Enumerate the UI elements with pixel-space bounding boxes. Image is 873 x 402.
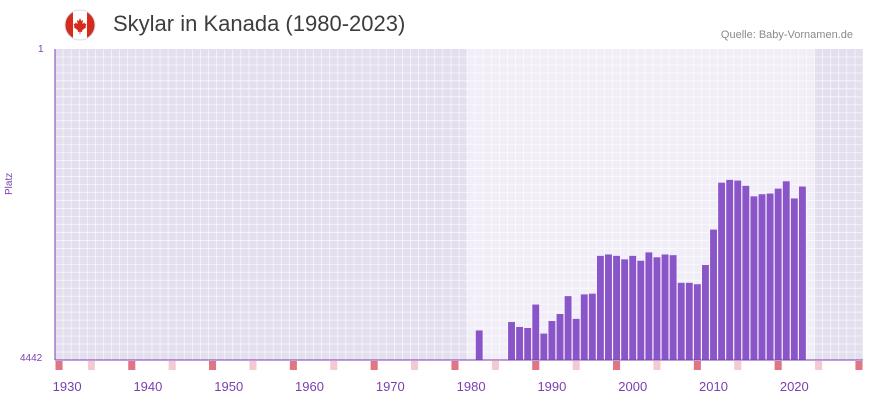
year-marker-2028: [855, 361, 863, 370]
chart-title: Skylar in Kanada (1980-2023): [113, 11, 406, 36]
y-tick-top: 1: [38, 44, 44, 55]
y-tick-bottom: 4442: [20, 353, 43, 364]
year-marker-2008: [693, 361, 701, 370]
year-marker-1978: [451, 361, 459, 370]
bar-1997: [605, 254, 612, 360]
bar-1986: [516, 326, 524, 360]
bar-2004: [661, 254, 669, 360]
year-marker-1998: [613, 361, 621, 370]
bar-2017: [766, 193, 774, 360]
year-marker-1973: [411, 361, 419, 370]
bar-1992: [564, 296, 572, 360]
x-tick-label-1990: 1990: [537, 379, 566, 394]
bar-2010: [710, 229, 717, 360]
source-label: Quelle: Baby-Vornamen.de: [720, 29, 853, 41]
bar-2015: [750, 196, 758, 360]
year-marker-1963: [330, 361, 338, 370]
year-marker-1948: [209, 361, 217, 370]
bar-2009: [702, 264, 709, 360]
bar-2019: [782, 181, 790, 360]
year-marker-1933: [87, 361, 95, 370]
x-tick-label-1980: 1980: [457, 379, 486, 394]
bar-1981: [475, 330, 483, 360]
bar-1990: [548, 320, 556, 360]
year-marker-1983: [491, 361, 499, 370]
year-marker-2023: [815, 361, 823, 370]
bar-2018: [774, 188, 782, 360]
bar-2006: [677, 282, 685, 360]
x-tick-label-1930: 1930: [53, 379, 82, 394]
bar-1994: [580, 294, 588, 360]
bar-1996: [596, 255, 604, 360]
bar-1987: [524, 327, 532, 360]
bar-2008: [693, 284, 701, 360]
bar-1993: [572, 318, 580, 360]
year-marker-1968: [370, 361, 378, 370]
year-marker-1988: [532, 361, 540, 370]
year-marker-1929: [55, 361, 63, 370]
bar-2000: [629, 255, 637, 360]
bar-1989: [540, 333, 548, 360]
x-tick-label-2020: 2020: [780, 379, 809, 394]
year-marker-2018: [774, 361, 782, 370]
bar-2007: [685, 282, 693, 360]
bar-2005: [669, 255, 677, 360]
x-tick-label-1960: 1960: [295, 379, 324, 394]
x-tick-label-1950: 1950: [214, 379, 243, 394]
year-marker-1938: [128, 361, 136, 370]
year-marker-1993: [572, 361, 580, 370]
bar-1985: [508, 322, 515, 360]
bar-2016: [758, 194, 766, 360]
bar-2013: [734, 180, 742, 360]
x-tick-label-2000: 2000: [618, 379, 647, 394]
bar-2012: [726, 179, 734, 360]
year-marker-2003: [653, 361, 661, 370]
bar-2014: [742, 185, 750, 360]
year-marker-1953: [249, 361, 257, 370]
bar-1988: [532, 304, 540, 360]
year-marker-1943: [168, 361, 176, 370]
bar-1995: [588, 293, 596, 360]
bar-2011: [718, 182, 726, 360]
canada-flag-icon: [64, 9, 96, 41]
x-tick-label-2010: 2010: [699, 379, 728, 394]
bar-2003: [653, 257, 661, 360]
bar-1999: [621, 259, 629, 360]
year-marker-2013: [734, 361, 742, 370]
bar-1998: [613, 255, 620, 360]
bar-2020: [790, 198, 798, 360]
year-marker-1958: [289, 361, 297, 370]
x-tick-label-1940: 1940: [133, 379, 162, 394]
bar-2021: [798, 186, 806, 360]
bar-2002: [645, 252, 653, 360]
x-tick-label-1970: 1970: [376, 379, 405, 394]
bar-1991: [556, 313, 564, 360]
bar-2001: [637, 260, 645, 360]
